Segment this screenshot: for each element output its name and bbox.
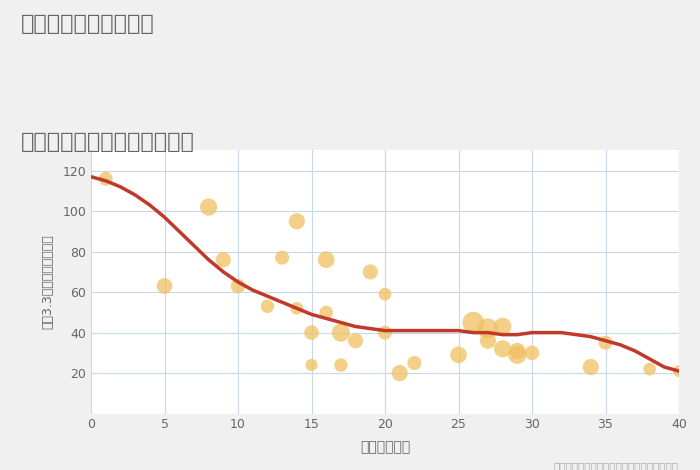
Point <box>350 337 361 345</box>
Text: 築年数別中古マンション価格: 築年数別中古マンション価格 <box>21 132 195 152</box>
Point <box>673 368 685 375</box>
Point <box>262 303 273 310</box>
Point <box>482 325 493 332</box>
Point <box>512 351 523 359</box>
Y-axis label: 坪（3.3㎡）単価（万円）: 坪（3.3㎡）単価（万円） <box>41 235 54 329</box>
Point <box>232 282 244 290</box>
Point <box>306 329 317 337</box>
Point <box>335 361 346 369</box>
Point <box>276 254 288 261</box>
Point <box>512 347 523 354</box>
Point <box>394 369 405 377</box>
Point <box>585 363 596 371</box>
Point <box>365 268 376 275</box>
Point <box>100 175 111 182</box>
Point <box>453 351 464 359</box>
Point <box>379 329 391 337</box>
X-axis label: 築年数（年）: 築年数（年） <box>360 440 410 454</box>
Point <box>159 282 170 290</box>
Point <box>497 345 508 352</box>
Point <box>526 349 538 357</box>
Text: 兵庫県姫路市吉田町の: 兵庫県姫路市吉田町の <box>21 14 155 34</box>
Text: 円の大きさは、取引のあった物件面積を示す: 円の大きさは、取引のあった物件面積を示す <box>554 461 679 470</box>
Point <box>291 305 302 312</box>
Point <box>335 329 346 337</box>
Point <box>321 309 332 316</box>
Point <box>203 204 214 211</box>
Point <box>306 361 317 369</box>
Point <box>600 339 611 346</box>
Point <box>379 290 391 298</box>
Point <box>482 337 493 345</box>
Point <box>409 359 420 367</box>
Point <box>644 365 655 373</box>
Point <box>218 256 229 264</box>
Point <box>468 319 479 326</box>
Point <box>321 256 332 264</box>
Point <box>497 323 508 330</box>
Point <box>291 218 302 225</box>
